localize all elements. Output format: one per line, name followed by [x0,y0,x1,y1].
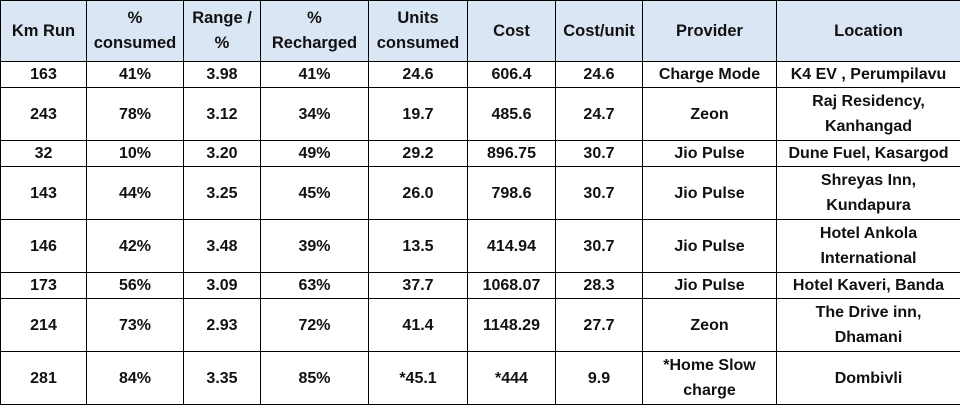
cell-km-run: 214 [0,298,87,352]
cell-percent-consumed: 41% [86,61,184,88]
cell-cost-per-unit: 9.9 [555,351,643,405]
header-row: Km Run % consumed Range / % % Recharged … [0,0,960,62]
cell-cost: *444 [467,351,556,405]
table-row: 146 42% 3.48 39% 13.5 414.94 30.7 Jio Pu… [0,219,960,273]
cell-range-per-percent: 3.35 [183,351,261,405]
cell-units-consumed: 13.5 [368,219,468,273]
cell-cost-per-unit: 30.7 [555,219,643,273]
cell-km-run: 146 [0,219,87,273]
cell-units-consumed: 24.6 [368,61,468,88]
cell-percent-recharged: 34% [260,87,369,141]
cell-provider: Jio Pulse [642,272,777,299]
cell-cost: 1148.29 [467,298,556,352]
cell-range-per-percent: 3.48 [183,219,261,273]
table-row: 173 56% 3.09 63% 37.7 1068.07 28.3 Jio P… [0,272,960,299]
header-range-per-percent: Range / % [183,0,261,62]
header-percent-consumed: % consumed [86,0,184,62]
cell-percent-consumed: 10% [86,140,184,167]
cell-range-per-percent: 3.12 [183,87,261,141]
header-location: Location [776,0,960,62]
cell-provider: Zeon [642,87,777,141]
cell-percent-consumed: 73% [86,298,184,352]
cell-percent-recharged: 49% [260,140,369,167]
cell-percent-consumed: 84% [86,351,184,405]
cell-percent-recharged: 45% [260,166,369,220]
table-row: 281 84% 3.35 85% *45.1 *444 9.9 *Home Sl… [0,351,960,405]
cell-km-run: 243 [0,87,87,141]
table-header: Km Run % consumed Range / % % Recharged … [0,0,960,62]
cell-location: Hotel Kaveri, Banda [776,272,960,299]
cell-km-run: 163 [0,61,87,88]
cell-percent-recharged: 72% [260,298,369,352]
cell-provider: Jio Pulse [642,219,777,273]
cell-provider: Jio Pulse [642,166,777,220]
cell-provider: *Home Slow charge [642,351,777,405]
cell-km-run: 281 [0,351,87,405]
cell-percent-recharged: 63% [260,272,369,299]
cell-range-per-percent: 3.09 [183,272,261,299]
table-row: 32 10% 3.20 49% 29.2 896.75 30.7 Jio Pul… [0,140,960,167]
table-row: 243 78% 3.12 34% 19.7 485.6 24.7 Zeon Ra… [0,87,960,141]
cell-location: Raj Residency, Kanhangad [776,87,960,141]
cell-cost: 1068.07 [467,272,556,299]
header-percent-recharged: % Recharged [260,0,369,62]
cell-percent-consumed: 44% [86,166,184,220]
cell-cost-per-unit: 27.7 [555,298,643,352]
cell-cost: 896.75 [467,140,556,167]
cell-location: The Drive inn, Dhamani [776,298,960,352]
cell-units-consumed: 37.7 [368,272,468,299]
cell-units-consumed: *45.1 [368,351,468,405]
cell-cost: 485.6 [467,87,556,141]
header-units-consumed: Units consumed [368,0,468,62]
table-row: 143 44% 3.25 45% 26.0 798.6 30.7 Jio Pul… [0,166,960,220]
cell-percent-consumed: 56% [86,272,184,299]
cell-range-per-percent: 3.98 [183,61,261,88]
header-cost-per-unit: Cost/unit [555,0,643,62]
cell-units-consumed: 41.4 [368,298,468,352]
cell-provider: Zeon [642,298,777,352]
cell-units-consumed: 29.2 [368,140,468,167]
cell-location: Shreyas Inn, Kundapura [776,166,960,220]
cell-cost-per-unit: 30.7 [555,166,643,220]
cell-cost-per-unit: 30.7 [555,140,643,167]
cell-percent-recharged: 41% [260,61,369,88]
cell-cost-per-unit: 28.3 [555,272,643,299]
table-row: 163 41% 3.98 41% 24.6 606.4 24.6 Charge … [0,61,960,88]
cell-percent-consumed: 78% [86,87,184,141]
cell-percent-consumed: 42% [86,219,184,273]
cell-cost: 798.6 [467,166,556,220]
cell-range-per-percent: 3.20 [183,140,261,167]
cell-cost-per-unit: 24.6 [555,61,643,88]
cell-location: Dune Fuel, Kasargod [776,140,960,167]
header-km-run: Km Run [0,0,87,62]
cell-cost-per-unit: 24.7 [555,87,643,141]
header-provider: Provider [642,0,777,62]
cell-cost: 414.94 [467,219,556,273]
cell-provider: Charge Mode [642,61,777,88]
table-body: 163 41% 3.98 41% 24.6 606.4 24.6 Charge … [0,61,960,405]
cell-percent-recharged: 85% [260,351,369,405]
cell-percent-recharged: 39% [260,219,369,273]
cell-location: Dombivli [776,351,960,405]
cell-km-run: 143 [0,166,87,220]
cell-km-run: 32 [0,140,87,167]
table-row: 214 73% 2.93 72% 41.4 1148.29 27.7 Zeon … [0,298,960,352]
cell-location: K4 EV , Perumpilavu [776,61,960,88]
cell-range-per-percent: 2.93 [183,298,261,352]
cell-range-per-percent: 3.25 [183,166,261,220]
cell-km-run: 173 [0,272,87,299]
header-cost: Cost [467,0,556,62]
cell-units-consumed: 26.0 [368,166,468,220]
cell-units-consumed: 19.7 [368,87,468,141]
cell-provider: Jio Pulse [642,140,777,167]
cell-location: Hotel Ankola International [776,219,960,273]
cell-cost: 606.4 [467,61,556,88]
